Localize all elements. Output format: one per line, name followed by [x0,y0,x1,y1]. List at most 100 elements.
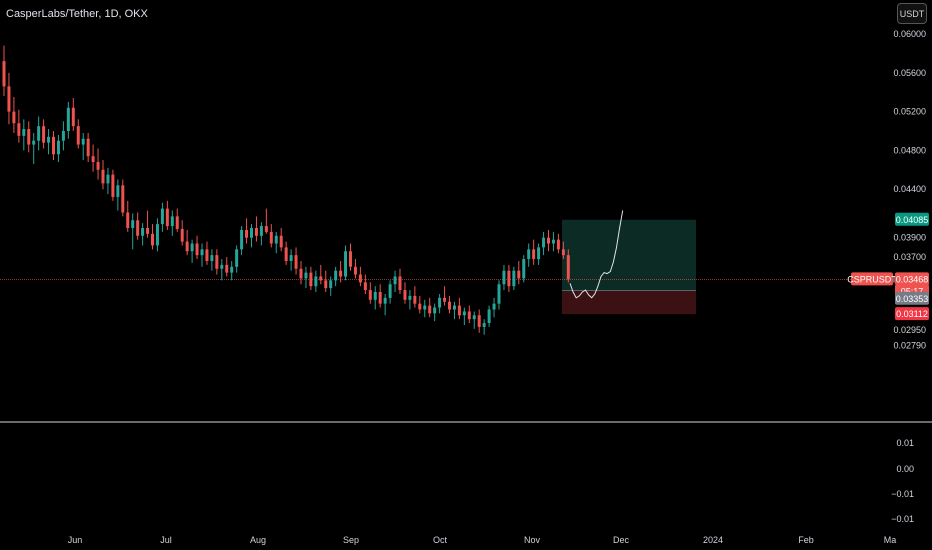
candle [393,270,397,293]
candle-body [314,276,318,287]
candle-body [527,249,531,260]
candle-body [66,107,70,131]
price-tick-label: 0.03700 [893,252,926,262]
candle-body [517,270,521,279]
stop-zone[interactable] [562,290,696,315]
candle [403,282,407,304]
candle [22,119,26,151]
candle-body [299,268,303,279]
candle [363,274,367,294]
candle-body [532,249,536,260]
candle-body [542,237,546,248]
candle [502,264,506,291]
candle-body [383,297,387,304]
candle-body [294,255,298,269]
candle-body [304,272,308,279]
candle-body [259,226,263,236]
candle [195,235,199,260]
candle [289,249,293,271]
candle [497,280,501,310]
candle-body [76,126,80,145]
candle [339,260,343,283]
candle-body [438,297,442,308]
candle [319,264,323,285]
candle [254,216,258,242]
candle [111,169,115,201]
time-axis[interactable]: Jun Jul Aug Sep Oct Nov Dec 2024 Feb Ma [68,535,897,545]
candle [52,131,55,161]
price-axis[interactable]: 0.06000 0.05600 0.05200 0.04800 0.04400 0.039… [893,29,926,350]
candle-body [522,259,526,279]
candle-body [556,239,560,250]
candle [433,303,437,322]
candle [452,301,456,320]
price-pane[interactable] [0,45,890,335]
candle [423,299,427,318]
time-tick-label: Nov [524,535,541,545]
candle-body [27,129,31,145]
candle-body [205,249,209,261]
candle [537,243,541,265]
candle-body [230,266,234,273]
candle [32,132,36,164]
candle [121,179,125,217]
candle [279,228,283,252]
candle [230,260,234,281]
price-tick-label: 0.04800 [893,145,926,155]
candle-body [200,249,204,256]
stop-price-label-text: 0.03112 [896,309,928,319]
candle-body [353,266,357,275]
target-zone[interactable] [562,219,696,291]
candle [27,121,31,153]
time-tick-label: Oct [433,535,448,545]
candle-body [215,255,219,269]
candle [200,243,204,267]
candles [2,45,570,335]
candle-body [309,272,313,287]
currency-button[interactable]: USDT [897,3,927,24]
candle [190,239,194,263]
candle-body [136,220,140,236]
indicator-axis[interactable]: 0.01 0.00 −0.01 −0.01 [891,438,914,524]
candle [408,290,412,310]
candle [220,259,224,281]
candle [428,297,432,318]
candle [116,179,120,211]
candle-body [155,224,159,246]
candle [467,305,471,324]
candle [175,208,179,232]
candle-body [467,311,471,320]
candle-body [245,229,249,238]
candle [81,132,85,161]
candle-body [443,297,447,302]
candle [250,224,253,248]
time-tick-label: Ma [884,535,897,545]
candle-body [388,284,392,298]
candle [71,98,75,131]
candle-body [413,295,417,304]
candle [17,109,21,143]
candle-body [423,305,427,310]
candle [284,241,288,265]
indicator-tick-label: 0.00 [896,464,914,474]
candle [462,307,466,325]
time-tick-label: Sep [343,535,359,545]
candle [477,309,481,333]
candle-body [170,216,174,227]
candle-body [452,305,456,310]
candle-body [126,212,130,228]
candle [86,132,90,163]
current-price-label-bg [895,272,929,286]
candle [101,160,105,190]
candle-body [324,280,328,289]
indicator-tick-label: −0.01 [891,489,914,499]
candle-body [210,255,214,261]
indicator-tick-label: −0.01 [891,514,914,524]
candle [205,241,209,265]
candle-body [32,140,36,145]
candle [517,260,521,285]
candle-body [487,309,491,324]
candle [96,148,100,180]
candle [551,231,555,252]
